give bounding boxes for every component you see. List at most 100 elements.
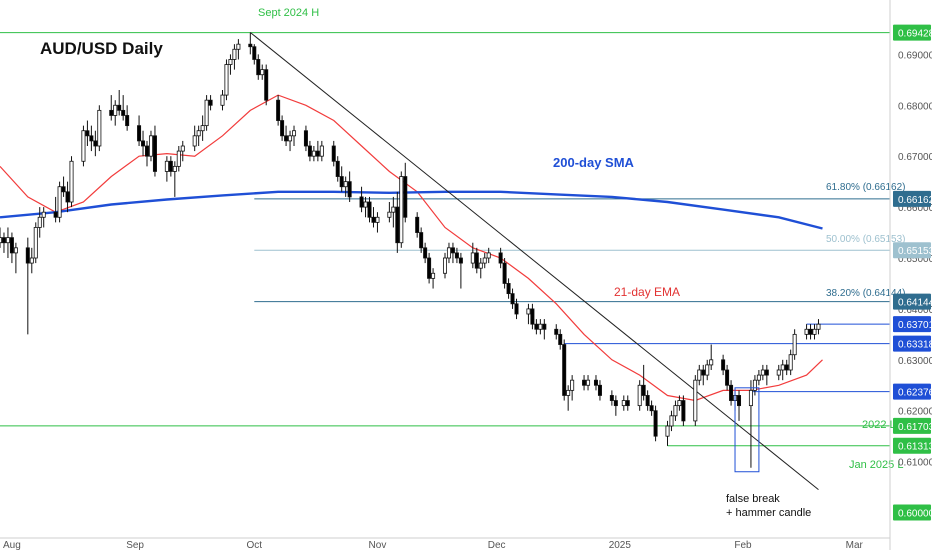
- candle-body: [41, 211, 46, 218]
- candle-body: [474, 252, 479, 269]
- candle-body: [85, 130, 90, 137]
- x-axis: Aug Sep Oct Nov Dec 2025 Feb Mar: [0, 537, 890, 550]
- candle-body: [288, 135, 293, 142]
- candle-body: [180, 145, 185, 152]
- y-axis: 0.69000 0.68000 0.67000 0.66000 0.65000 0.640…: [889, 0, 932, 550]
- candle-body: [808, 328, 813, 335]
- candle-body: [534, 323, 539, 330]
- price-badge-label: 0.63318: [898, 340, 932, 351]
- candle-body: [89, 135, 94, 142]
- y-tick-label: 0.67000: [898, 152, 932, 163]
- candle-body: [200, 125, 205, 132]
- candle-body: [621, 400, 626, 407]
- candle-body: [419, 232, 424, 249]
- x-tick-label: Dec: [488, 540, 506, 550]
- candle-body: [693, 379, 698, 422]
- candle-body: [339, 176, 344, 188]
- candle-body: [482, 257, 487, 264]
- candle-body: [756, 374, 761, 381]
- candle-body: [721, 359, 726, 371]
- candle-body: [697, 369, 702, 381]
- candle-body: [788, 354, 793, 371]
- candle-body: [510, 293, 515, 305]
- candle-body: [168, 160, 173, 172]
- candle-body: [784, 364, 789, 371]
- x-tick-label: Aug: [3, 540, 21, 550]
- ema-label: 21-day EMA: [614, 285, 680, 299]
- candle-body: [141, 140, 146, 147]
- candle-body: [61, 186, 66, 193]
- candle-body: [367, 201, 372, 218]
- candle-body: [260, 69, 265, 76]
- candle-body: [566, 389, 571, 396]
- candle-body: [514, 303, 519, 315]
- candle-body: [486, 252, 491, 259]
- candle-body: [148, 135, 153, 157]
- false-break-box: [734, 387, 760, 473]
- candle-body: [25, 247, 30, 264]
- candle-body: [164, 160, 169, 172]
- candle-body: [53, 211, 58, 218]
- candle-body: [454, 252, 459, 259]
- candle-body: [816, 323, 821, 330]
- candle-body: [113, 104, 118, 116]
- low-jan2025-label: Jan 2025 L: [849, 459, 903, 471]
- candle-body: [192, 135, 197, 147]
- y-tick-label: 0.66000: [898, 203, 932, 214]
- candle-body: [248, 43, 253, 48]
- candle-body: [0, 237, 3, 244]
- candle-body: [65, 191, 70, 203]
- candle-body: [280, 120, 285, 137]
- price-badge: [893, 504, 931, 521]
- candle-body: [423, 247, 428, 259]
- low-2022-label: 2022 L: [862, 419, 896, 431]
- candle-body: [669, 415, 674, 427]
- price-badge: [893, 242, 931, 259]
- false-break-box: [734, 387, 760, 473]
- x-tick-label: Oct: [247, 540, 263, 550]
- candle-body: [303, 130, 308, 147]
- candle-body: [176, 150, 181, 167]
- candle-body: [681, 400, 686, 422]
- candle-body: [542, 323, 547, 330]
- candle-body: [637, 384, 642, 407]
- candle-body: [236, 43, 241, 50]
- candle-body: [93, 140, 98, 147]
- candle-body: [645, 395, 650, 407]
- y-tick-label: 0.68000: [898, 101, 932, 112]
- x-tick-label: Mar: [846, 540, 864, 550]
- trendline: [249, 32, 819, 491]
- candle-body: [442, 257, 447, 274]
- candle-body: [276, 99, 281, 121]
- candle-body: [13, 247, 18, 254]
- candle-body: [125, 115, 130, 127]
- candle-body: [498, 252, 503, 264]
- candle-body: [780, 364, 785, 371]
- candle-body: [335, 160, 340, 177]
- candle-body: [315, 150, 320, 157]
- candle-body: [649, 405, 654, 412]
- x-tick-label: 2025: [609, 540, 632, 550]
- price-badge-label: 0.61703: [898, 422, 932, 433]
- candle-body: [506, 283, 511, 295]
- candle-body: [359, 196, 364, 208]
- candle-body: [562, 344, 567, 396]
- price-badge: [893, 335, 931, 352]
- candle-body: [1, 237, 6, 244]
- x-tick-label: Sep: [126, 540, 144, 550]
- y-tick-label: 0.62000: [898, 407, 932, 418]
- price-badge: [893, 190, 931, 207]
- candle-body: [792, 333, 797, 356]
- price-badge-label: 0.64144: [898, 298, 932, 309]
- candles: [0, 32, 821, 468]
- candle-body: [530, 308, 535, 325]
- price-badge-label: 0.62376: [898, 388, 932, 399]
- candle-body: [57, 186, 62, 218]
- candle-body: [117, 104, 122, 111]
- candle-body: [152, 135, 157, 172]
- candle-body: [677, 400, 682, 407]
- ma-line: [0, 190, 823, 230]
- candle-body: [776, 369, 781, 376]
- candle-body: [582, 379, 587, 386]
- candle-body: [172, 165, 177, 172]
